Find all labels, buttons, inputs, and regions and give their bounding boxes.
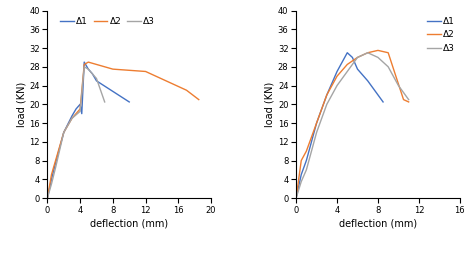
Δ2 xyxy=(143,70,148,73)
Y-axis label: load (KN): load (KN) xyxy=(16,82,26,127)
Δ2 xyxy=(53,159,58,162)
Δ1 xyxy=(345,51,350,54)
Δ3 xyxy=(102,100,108,103)
Legend: Δ1, Δ2, Δ3: Δ1, Δ2, Δ3 xyxy=(60,17,155,26)
Δ1 xyxy=(380,100,386,103)
Δ1 xyxy=(349,56,355,59)
Δ1 xyxy=(82,60,87,64)
Δ3 xyxy=(299,180,304,183)
Δ3 xyxy=(396,84,401,87)
Δ1 xyxy=(355,68,360,71)
X-axis label: deflection (mm): deflection (mm) xyxy=(90,219,168,229)
Δ2 xyxy=(69,117,75,120)
Δ3 xyxy=(324,103,329,106)
Legend: Δ1, Δ2, Δ3: Δ1, Δ2, Δ3 xyxy=(427,17,455,53)
Δ3 xyxy=(53,166,58,169)
Δ2 xyxy=(365,51,371,54)
Y-axis label: load (KN): load (KN) xyxy=(265,82,275,127)
Δ2 xyxy=(324,93,329,97)
Δ1 xyxy=(53,161,58,164)
Δ3 xyxy=(406,98,411,101)
Δ3 xyxy=(82,65,87,68)
Δ2 xyxy=(401,98,406,101)
Δ3 xyxy=(314,131,319,134)
Δ1 xyxy=(90,72,95,76)
Δ2 xyxy=(110,68,116,71)
Δ2 xyxy=(345,63,350,66)
Δ3 xyxy=(365,51,371,54)
Δ2 xyxy=(196,98,201,101)
Δ3 xyxy=(45,196,50,200)
Δ1 xyxy=(293,196,299,200)
Δ1 xyxy=(314,121,319,125)
Δ2 xyxy=(334,74,340,78)
Δ1 xyxy=(49,178,55,181)
Δ2 xyxy=(82,63,87,66)
Δ3 xyxy=(77,110,83,113)
Δ2 xyxy=(94,63,100,66)
Δ1 xyxy=(299,173,304,176)
Line: Δ2: Δ2 xyxy=(296,50,409,198)
Δ2 xyxy=(293,196,299,200)
Δ1 xyxy=(79,112,84,115)
Line: Δ1: Δ1 xyxy=(296,53,383,198)
Δ2 xyxy=(355,56,360,59)
Δ3 xyxy=(303,168,309,172)
Δ1 xyxy=(334,70,340,73)
Δ1 xyxy=(94,79,100,82)
Δ2 xyxy=(406,100,411,103)
Line: Δ2: Δ2 xyxy=(47,62,199,198)
Δ1 xyxy=(69,114,75,117)
Δ1 xyxy=(61,131,67,134)
Δ3 xyxy=(85,68,91,71)
Δ1 xyxy=(85,68,91,71)
Δ3 xyxy=(385,65,391,68)
Δ2 xyxy=(385,51,391,54)
Δ3 xyxy=(334,84,340,87)
Δ3 xyxy=(61,131,67,134)
Δ3 xyxy=(375,56,381,59)
Δ3 xyxy=(94,77,100,80)
Line: Δ1: Δ1 xyxy=(47,62,129,198)
Δ2 xyxy=(85,60,91,64)
Δ3 xyxy=(69,117,75,120)
Δ3 xyxy=(49,182,55,186)
Δ2 xyxy=(299,159,304,162)
Line: Δ3: Δ3 xyxy=(47,67,105,198)
Δ3 xyxy=(293,196,299,200)
Δ2 xyxy=(183,89,189,92)
Δ1 xyxy=(77,103,83,106)
Line: Δ3: Δ3 xyxy=(296,53,409,198)
Δ1 xyxy=(303,159,309,162)
Δ1 xyxy=(45,196,50,200)
Δ2 xyxy=(45,196,50,200)
Δ3 xyxy=(355,56,360,59)
Δ2 xyxy=(61,131,67,134)
Δ1 xyxy=(73,107,79,111)
Δ1 xyxy=(127,100,132,103)
Δ1 xyxy=(324,93,329,97)
X-axis label: deflection (mm): deflection (mm) xyxy=(339,219,417,229)
Δ2 xyxy=(49,173,55,176)
Δ2 xyxy=(77,107,83,111)
Δ2 xyxy=(375,49,381,52)
Δ2 xyxy=(303,149,309,153)
Δ1 xyxy=(365,79,371,82)
Δ3 xyxy=(345,70,350,73)
Δ2 xyxy=(314,121,319,125)
